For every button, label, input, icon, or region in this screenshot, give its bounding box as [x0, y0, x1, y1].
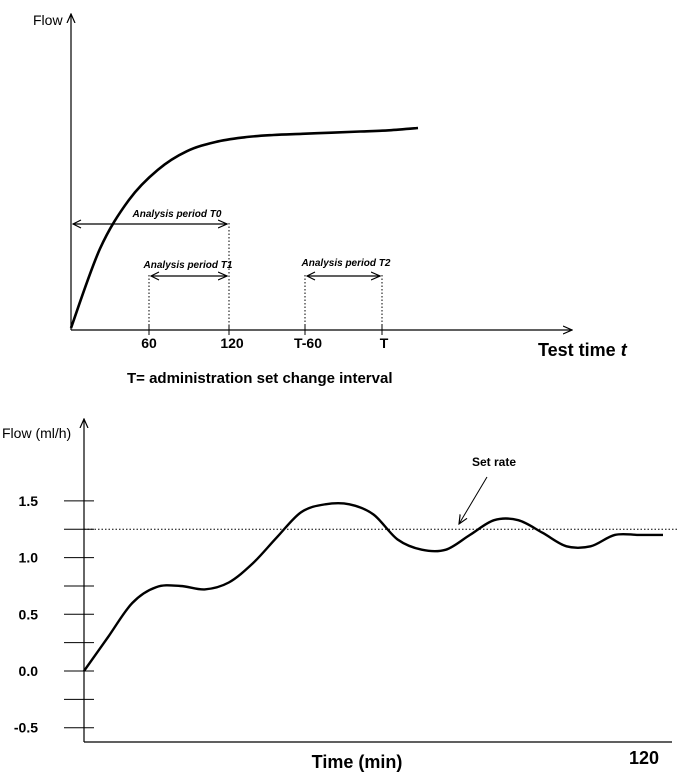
top-x-axis-label-var: t	[621, 340, 628, 360]
top-x-tick-label-T: T	[380, 335, 389, 351]
top-y-axis-label: Flow	[33, 12, 63, 28]
period-T1-label: Analysis period T1	[143, 260, 233, 271]
bottom-y-tick-labels: -0.5 0.0 0.5 1.0 1.5	[14, 493, 38, 736]
top-x-axis-label-text: Test time	[538, 340, 616, 360]
period-T0-label: Analysis period T0	[132, 209, 222, 220]
top-x-tick-label-120: 120	[220, 335, 244, 351]
top-x-axis-label: Test time t	[538, 340, 628, 360]
bottom-flow-curve	[83, 501, 663, 672]
bottom-y-tick-label: 0.5	[19, 606, 39, 622]
period-T2-label: Analysis period T2	[301, 258, 391, 269]
bottom-y-tick-label: 1.0	[19, 550, 39, 566]
set-rate-label: Set rate	[472, 455, 516, 469]
top-flow-curve	[69, 126, 419, 329]
bottom-y-tick-label: 0.0	[19, 663, 39, 679]
bottom-x-end-label: 120	[629, 748, 659, 768]
bottom-y-tick-label: 1.5	[19, 493, 39, 509]
top-chart: Flow Test time t 60 120 T-60 T Analysis …	[33, 12, 628, 387]
bottom-x-axis-label: Time (min)	[312, 752, 403, 772]
bottom-chart: Flow (ml/h) Time (min) 120 -0.5 0.0 0.5 1.0…	[2, 419, 678, 772]
top-x-tick-label-T-60: T-60	[294, 335, 322, 351]
bottom-y-tick-label: -0.5	[14, 720, 38, 736]
top-x-tick-label-60: 60	[141, 335, 157, 351]
set-rate-pointer	[459, 476, 488, 524]
set-change-note: T= administration set change interval	[127, 370, 393, 387]
bottom-y-axis-label: Flow (ml/h)	[2, 425, 71, 441]
bottom-y-ticks	[64, 500, 94, 729]
